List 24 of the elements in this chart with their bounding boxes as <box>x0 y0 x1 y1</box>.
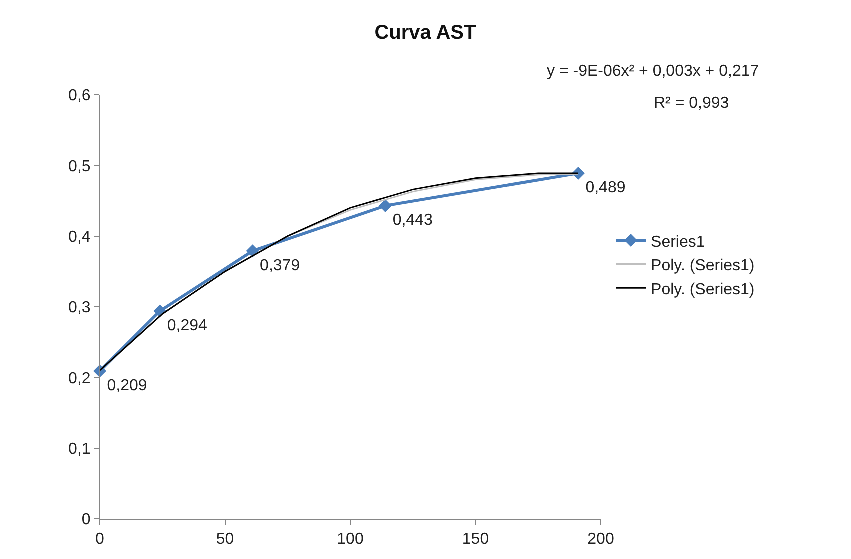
legend-label: Poly. (Series1) <box>651 281 755 298</box>
data-label: 0,443 <box>392 212 433 230</box>
y-tick-label: 0,5 <box>68 158 91 176</box>
data-label: 0,294 <box>167 317 208 334</box>
data-label: 0,489 <box>586 180 626 197</box>
point <box>379 199 392 212</box>
y-tick-label: 0 <box>82 512 91 529</box>
x-tick-label: 0 <box>96 531 105 548</box>
y-tick-label: 0,3 <box>68 300 91 317</box>
legend-label: Poly. (Series1) <box>651 258 755 275</box>
x-tick-label: 150 <box>462 531 490 548</box>
data-label: 0,209 <box>107 378 148 395</box>
y-tick-label: 0,2 <box>68 370 91 388</box>
legend-label: Series1 <box>651 234 706 251</box>
x-tick-label: 200 <box>588 531 614 548</box>
y-tick-label: 0,6 <box>68 88 91 105</box>
y-tick-label: 0,4 <box>68 228 91 246</box>
x-tick-label: 50 <box>216 531 234 548</box>
chart-title: Curva AST <box>374 22 476 44</box>
text: R² = 0,993 <box>654 95 730 112</box>
y-tick-label: 0,1 <box>68 440 91 458</box>
x-tick-label: 100 <box>337 531 364 548</box>
text: y = -9E-06x² + 0,003x + 0,217 <box>547 63 760 80</box>
data-label: 0,379 <box>260 257 300 274</box>
